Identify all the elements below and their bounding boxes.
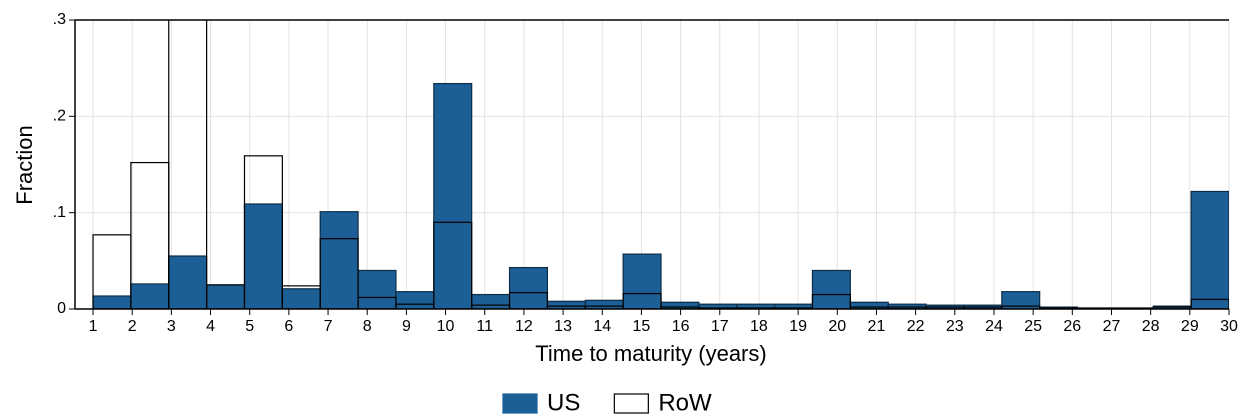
x-tick-label: 16 <box>672 318 690 335</box>
x-tick-label: 27 <box>1103 318 1121 335</box>
us-bar <box>660 301 700 309</box>
x-tick-label: 29 <box>1181 318 1199 335</box>
y-tick-label: .3 <box>53 11 66 28</box>
us-bar <box>168 255 208 309</box>
legend-label: RoW <box>658 389 712 416</box>
row-bar <box>1190 298 1229 309</box>
x-tick-label: 10 <box>437 318 455 335</box>
us-bar <box>395 291 435 309</box>
x-tick-label: 21 <box>868 318 886 335</box>
x-tick-label: 4 <box>206 318 215 335</box>
bars <box>92 20 1229 309</box>
us-bar <box>1001 291 1041 309</box>
y-axis-title: Fraction <box>12 125 37 204</box>
us-bar <box>622 253 662 309</box>
x-tick-label: 22 <box>907 318 925 335</box>
x-tick-label: 13 <box>554 318 572 335</box>
us-bar <box>546 300 586 309</box>
x-tick-label: 6 <box>284 318 293 335</box>
row-bar <box>319 238 359 309</box>
y-tick-label: 0 <box>57 300 66 317</box>
us-bar <box>92 295 132 309</box>
legend-swatch <box>613 393 649 414</box>
x-tick-label: 30 <box>1220 318 1238 335</box>
x-tick-label: 7 <box>324 318 333 335</box>
x-tick-label: 2 <box>128 318 137 335</box>
us-bar <box>319 211 359 309</box>
row-bar <box>622 292 662 309</box>
x-axis-title: Time to maturity (years) <box>535 341 766 366</box>
us-bar <box>433 82 473 309</box>
x-tick-label: 19 <box>789 318 807 335</box>
us-bar <box>281 288 321 309</box>
y-tick-label: .1 <box>53 204 66 221</box>
us-bar <box>508 266 549 309</box>
y-tick-label: .2 <box>53 108 66 125</box>
x-tick-label: 9 <box>402 318 411 335</box>
us-bar <box>357 269 397 309</box>
us-bar <box>206 284 246 309</box>
x-tick-label: 26 <box>1063 318 1081 335</box>
x-tick-label: 5 <box>245 318 254 335</box>
legend-label: US <box>547 389 580 416</box>
us-bar <box>471 293 511 309</box>
x-tick-label: 23 <box>946 318 964 335</box>
row-bar <box>357 296 397 309</box>
x-tick-label: 24 <box>985 318 1003 335</box>
legend-swatch <box>502 393 538 414</box>
us-bar <box>849 301 889 309</box>
us-bar <box>130 283 170 309</box>
us-bar <box>1190 190 1229 309</box>
x-tick-label: 8 <box>363 318 372 335</box>
x-tick-label: 3 <box>167 318 176 335</box>
x-tick-label: 12 <box>515 318 533 335</box>
x-tick-label: 15 <box>633 318 651 335</box>
row-bar <box>433 221 473 309</box>
x-tick-label: 28 <box>1142 318 1160 335</box>
row-bar <box>243 155 283 309</box>
us-bar <box>243 203 283 309</box>
us-bar <box>584 299 624 309</box>
x-tick-label: 20 <box>828 318 846 335</box>
x-tick-label: 1 <box>89 318 98 335</box>
x-tick-label: 17 <box>711 318 729 335</box>
us-bar <box>811 269 851 309</box>
x-tick-label: 25 <box>1024 318 1042 335</box>
x-tick-label: 18 <box>750 318 768 335</box>
x-tick-label: 14 <box>593 318 611 335</box>
x-tick-label: 11 <box>476 318 493 335</box>
